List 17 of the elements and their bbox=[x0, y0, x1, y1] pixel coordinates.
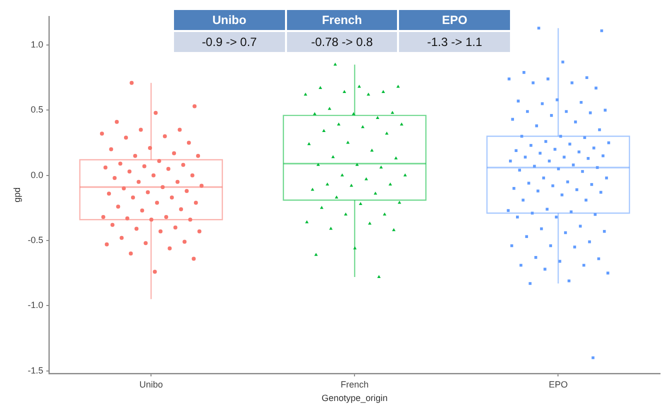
x-tick-label: Unibo bbox=[139, 379, 163, 390]
x-tick-label: French bbox=[340, 379, 369, 390]
y-tick-label: -1.0 bbox=[28, 300, 44, 310]
annotation: EPO bbox=[399, 10, 510, 30]
annotation: -1.3 -> 1.1 bbox=[399, 32, 510, 52]
x-tick-label: EPO bbox=[548, 379, 568, 390]
y-tick-label: 0.0 bbox=[30, 170, 44, 180]
annotation: -0.78 -> 0.8 bbox=[286, 32, 398, 52]
y-tick-label: -0.5 bbox=[28, 234, 44, 245]
x-axis-title: Genotype_origin bbox=[322, 393, 388, 404]
y-tick-label: 0.5 bbox=[30, 104, 44, 115]
annotation: Unibo bbox=[174, 10, 285, 30]
annotation: -0.9 -> 0.7 bbox=[174, 32, 285, 52]
y-tick-label: -1.5 bbox=[28, 365, 44, 376]
annotation: French bbox=[286, 10, 398, 30]
y-axis-title: gpd bbox=[12, 187, 22, 202]
y-tick-label: 1.0 bbox=[30, 40, 44, 50]
